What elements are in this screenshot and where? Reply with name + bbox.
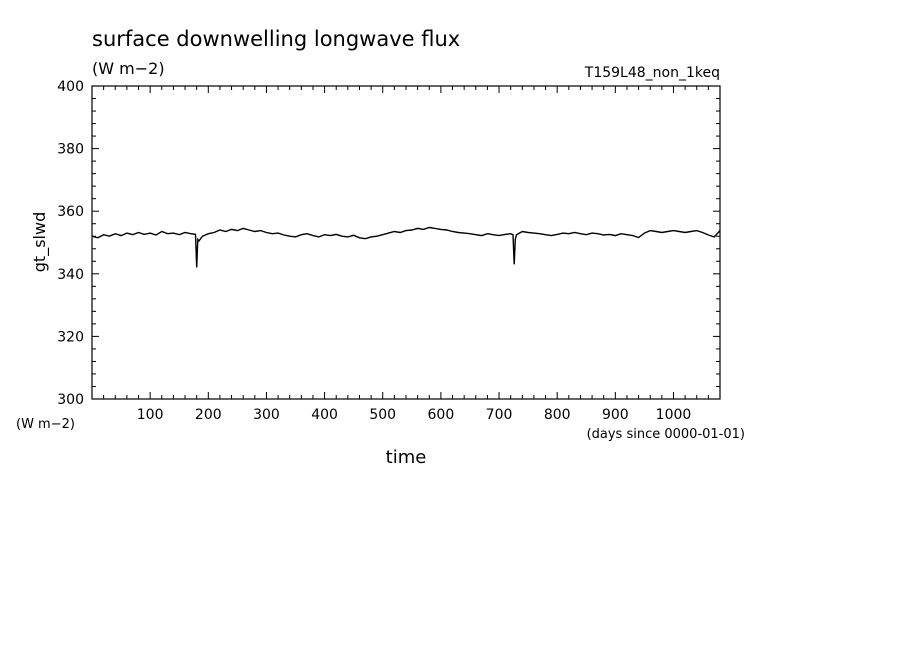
y-axis-label: gt_slwd <box>30 212 50 272</box>
chart-subtitle: (W m−2) <box>92 59 165 78</box>
x-units-label: (days since 0000-01-01) <box>587 427 745 442</box>
y-units-label: (W m−2) <box>16 417 75 432</box>
axis-ticks <box>92 86 720 399</box>
x-tick-labels: 100 200 300 400 500 600 700 800 900 1000 <box>137 407 692 423</box>
y-tick-label: 300 <box>57 392 84 408</box>
x-tick-label: 1000 <box>656 407 692 423</box>
y-tick-label: 380 <box>57 142 84 158</box>
y-tick-labels: 300 320 340 360 380 400 <box>57 79 84 408</box>
x-tick-label: 400 <box>311 407 338 423</box>
chart-title: surface downwelling longwave flux <box>92 27 460 51</box>
y-tick-label: 400 <box>57 79 84 95</box>
x-tick-label: 800 <box>544 407 571 423</box>
run-label: T159L48_non_1keq <box>584 65 720 81</box>
x-tick-label: 500 <box>369 407 396 423</box>
x-tick-label: 600 <box>428 407 455 423</box>
series-line <box>91 226 721 268</box>
x-tick-label: 200 <box>195 407 222 423</box>
x-tick-label: 100 <box>137 407 164 423</box>
plot-frame <box>91 85 721 400</box>
y-tick-label: 360 <box>57 204 84 220</box>
y-tick-label: 340 <box>57 267 84 283</box>
x-axis-label: time <box>386 447 427 468</box>
x-tick-label: 700 <box>486 407 513 423</box>
x-tick-label: 300 <box>253 407 280 423</box>
x-tick-label: 900 <box>602 407 629 423</box>
y-tick-label: 320 <box>57 329 84 345</box>
